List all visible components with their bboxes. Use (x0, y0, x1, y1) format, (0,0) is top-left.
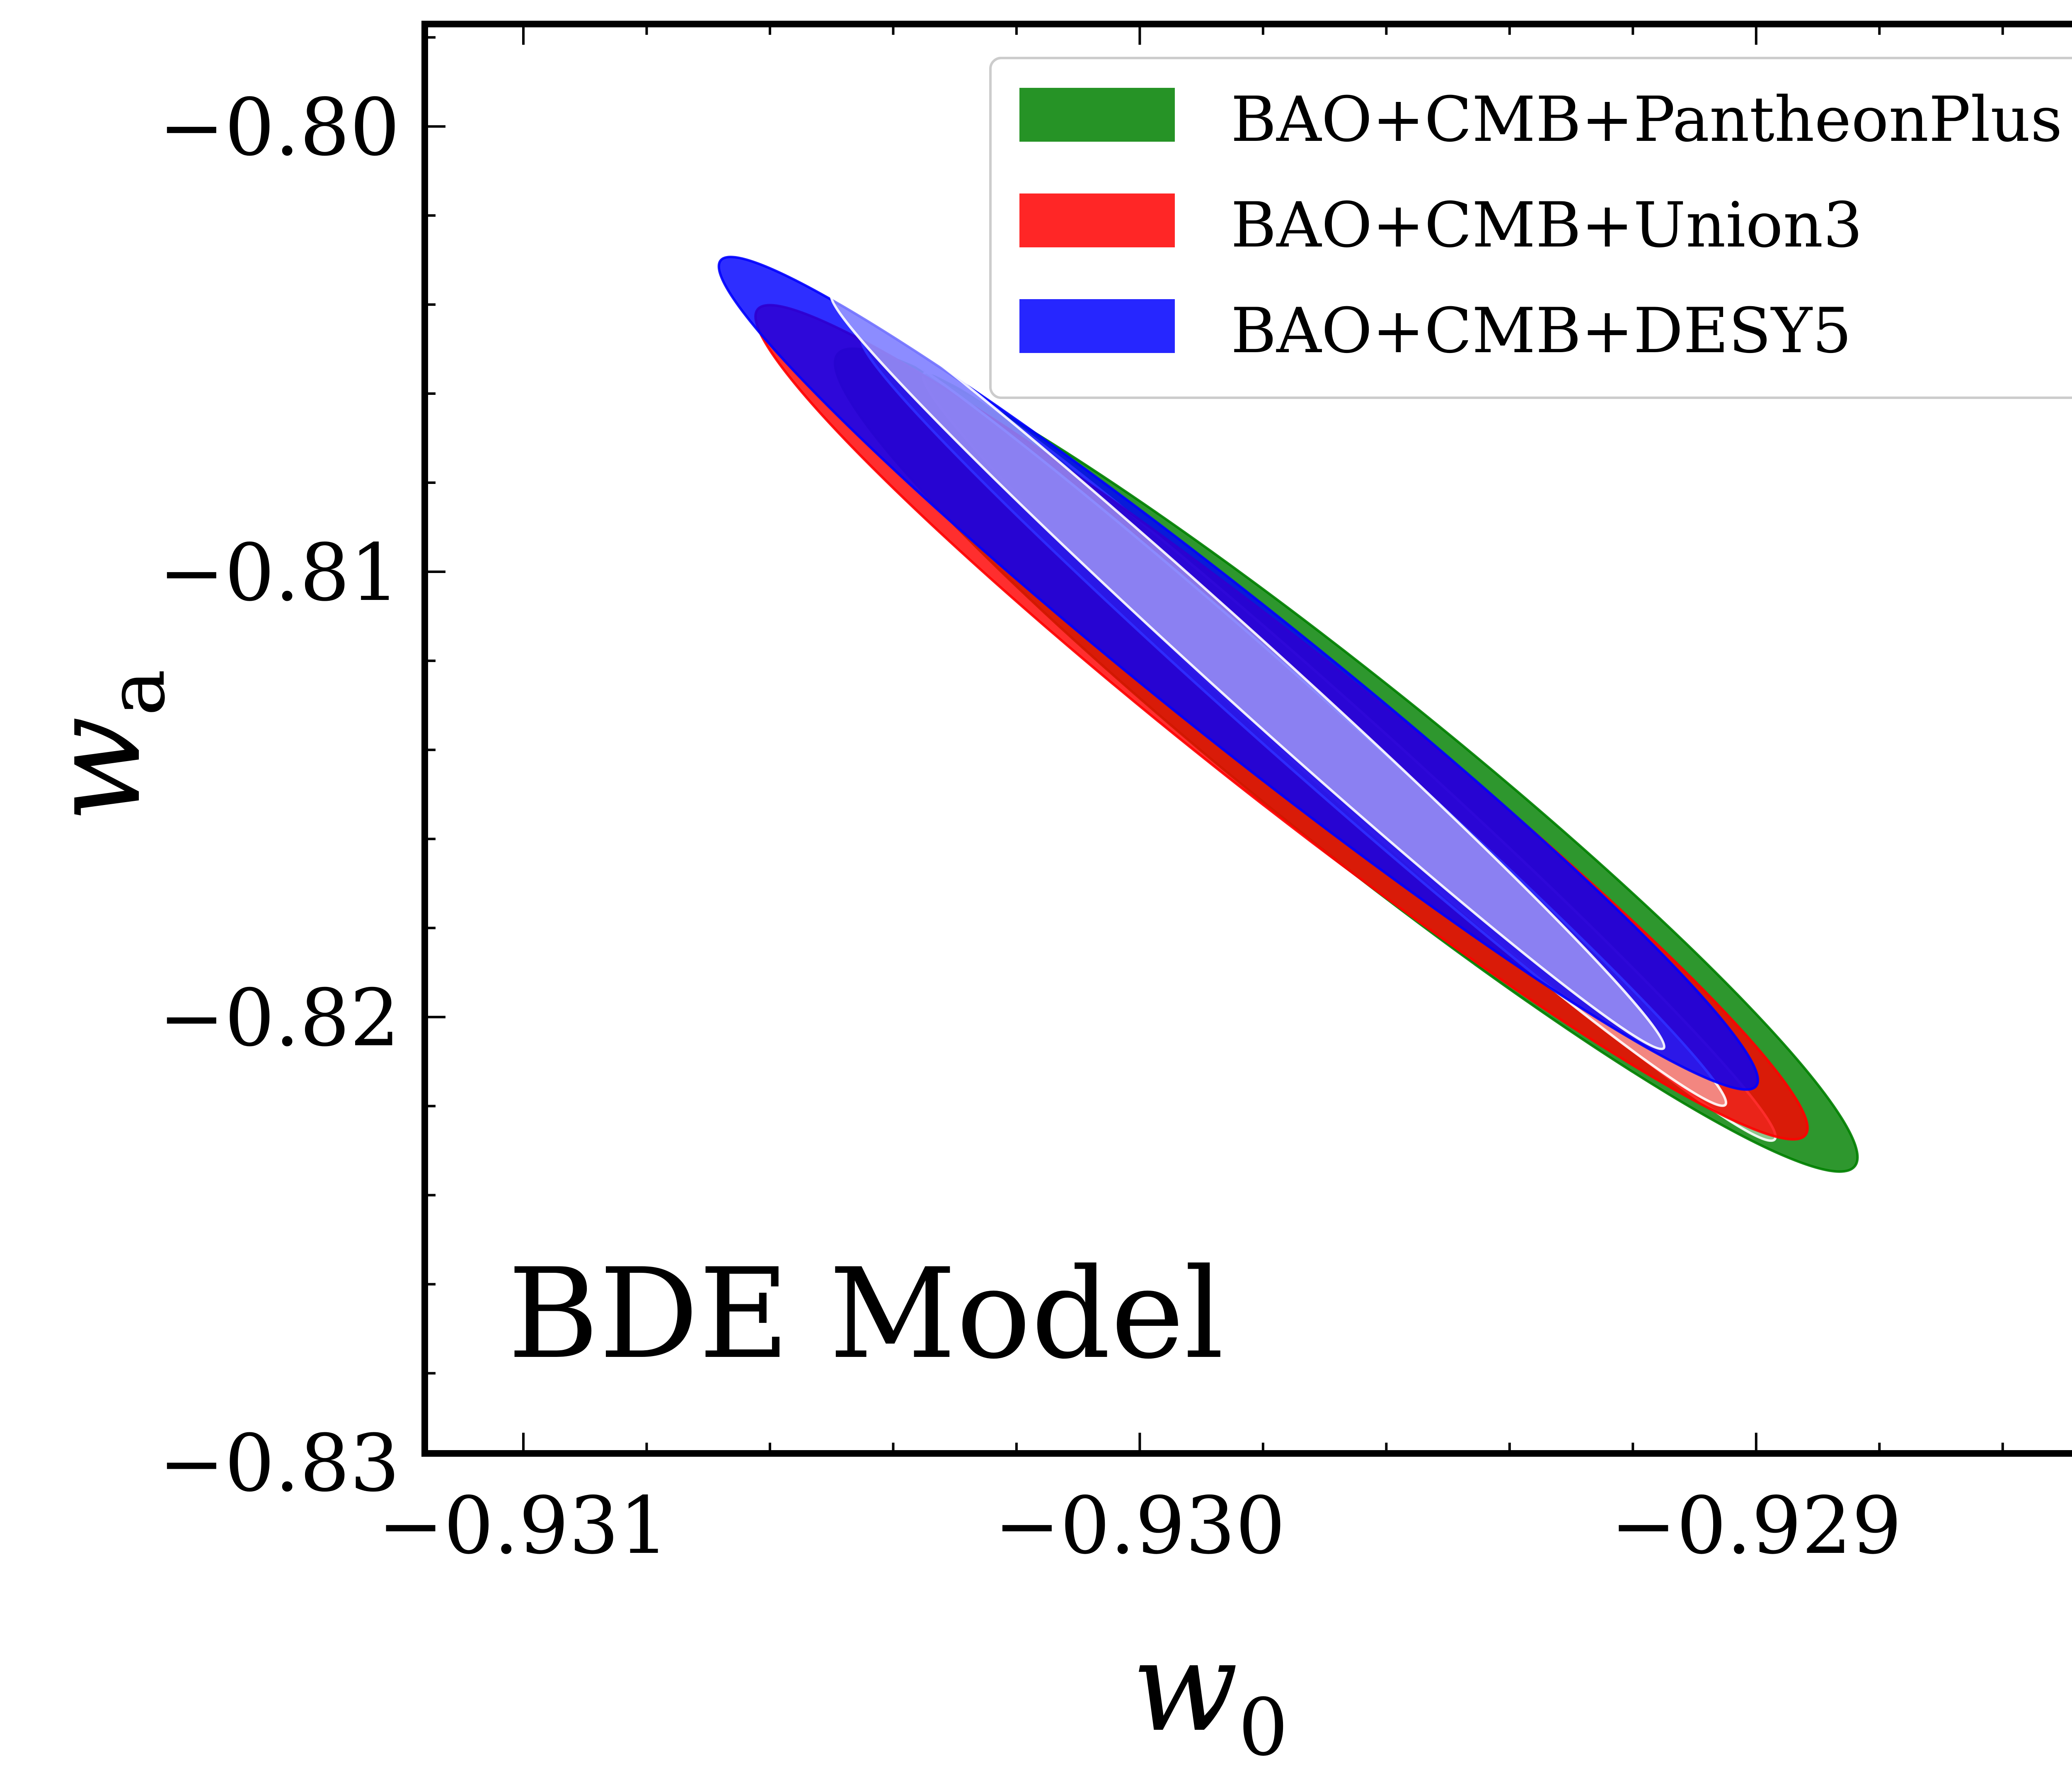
contour-layer (717, 256, 1859, 1173)
y-axis-label-base: w (24, 716, 168, 822)
contour-outer-desy5 (717, 256, 1760, 1091)
legend-label-union3: BAO+CMB+Union3 (1231, 189, 1863, 261)
x-axis-label-sub: 0 (1238, 1682, 1288, 1765)
legend-swatch-desy5 (1019, 299, 1175, 353)
legend-label-pantheonplus: BAO+CMB+PantheonPlus (1231, 84, 2062, 156)
y-axis-label-sub: a (91, 669, 182, 716)
x-axis-label: w0 (1132, 1615, 1288, 1765)
legend-frame (989, 57, 2072, 399)
y-tick-label: −0.80 (159, 82, 400, 173)
x-tick-label: −0.929 (1610, 1480, 1902, 1572)
y-tick-label: −0.81 (159, 527, 400, 619)
y-tick-label: −0.83 (159, 1417, 400, 1509)
model-annotation: BDE Model (508, 1242, 1224, 1386)
plot-frame (421, 21, 2072, 1457)
legend-swatch-union3 (1019, 193, 1175, 247)
y-axis-label: wa (24, 669, 182, 822)
tick-labels: −0.931 −0.930 −0.929 −0.80 −0.81 −0.82 −0.83 (159, 82, 1902, 1572)
y-tick-label: −0.82 (159, 972, 400, 1064)
legend: BAO+CMB+PantheonPlus BAO+CMB+Union3 BAO+… (989, 57, 2072, 399)
x-tick-label: −0.931 (378, 1480, 669, 1572)
tick-marks (425, 24, 2004, 1453)
contour-inner-desy5 (830, 292, 1666, 1050)
x-axis-label-base: w (1132, 1615, 1238, 1759)
legend-label-desy5: BAO+CMB+DESY5 (1231, 295, 1852, 367)
legend-swatch-pantheonplus (1019, 88, 1175, 142)
x-tick-label: −0.930 (994, 1480, 1285, 1572)
